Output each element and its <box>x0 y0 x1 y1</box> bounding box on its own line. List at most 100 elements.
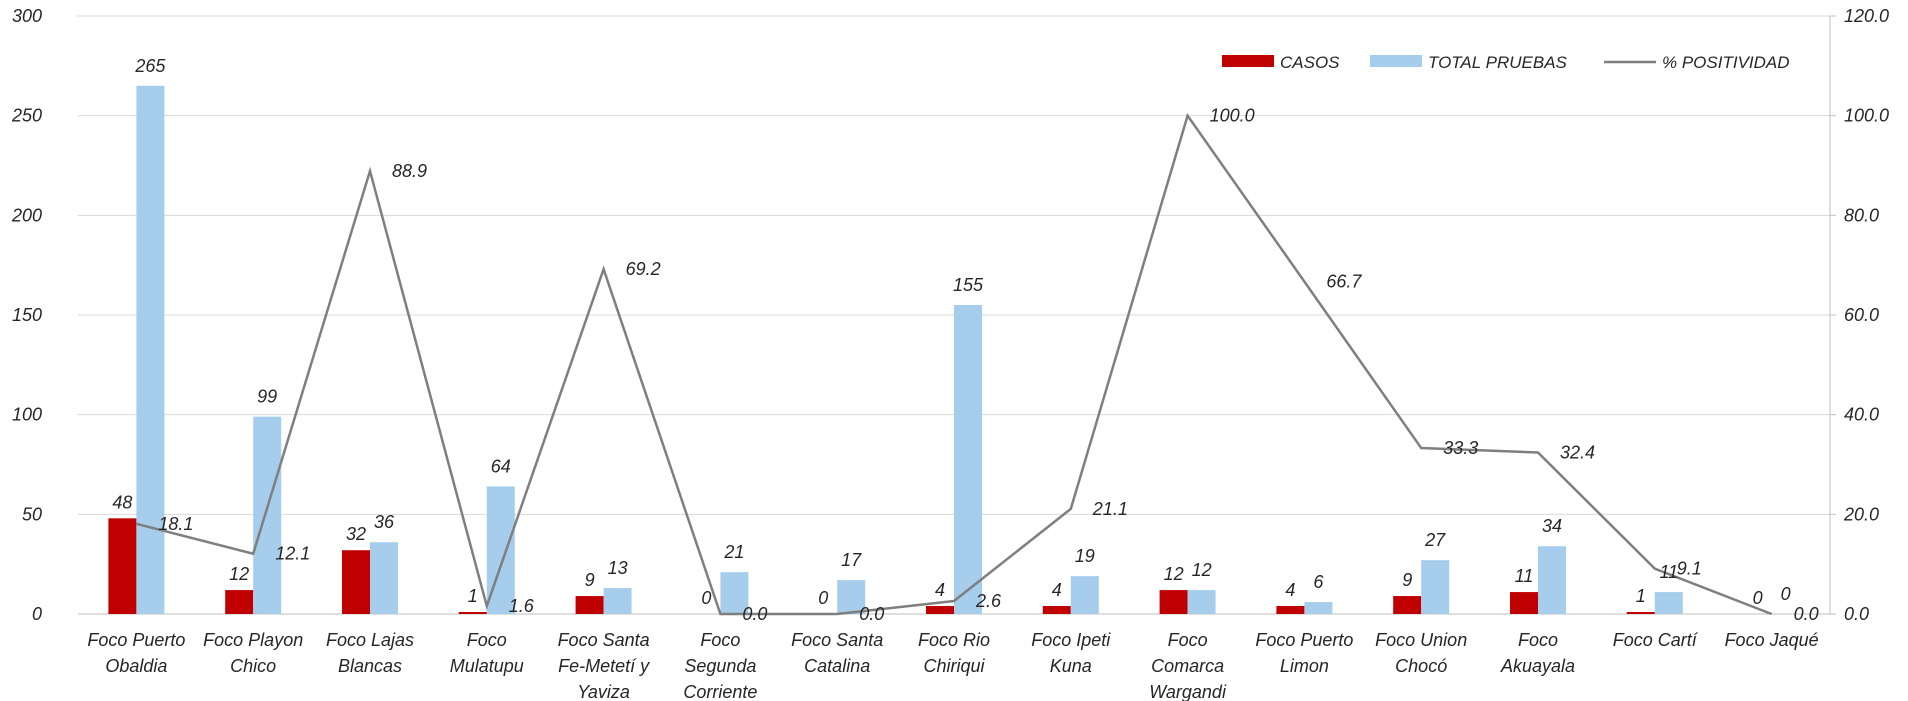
label-casos: 0 <box>701 588 711 608</box>
bar-casos <box>926 606 954 614</box>
category-label: Foco Santa Catalina <box>791 630 883 676</box>
label-total-pruebas: 0 <box>1781 584 1791 604</box>
label-positividad: 1.6 <box>509 596 535 616</box>
left-axis-tick: 200 <box>11 205 42 225</box>
category-label: Foco Segunda Corriente <box>683 630 757 701</box>
label-total-pruebas: 34 <box>1542 516 1562 536</box>
category-label: Foco Cartí <box>1613 630 1699 650</box>
label-positividad: 12.1 <box>275 544 310 564</box>
bar-casos <box>1159 590 1188 614</box>
label-total-pruebas: 12 <box>1192 560 1212 580</box>
bar-casos <box>1510 592 1538 614</box>
bar-casos <box>1276 606 1305 614</box>
category-label-line: Chocó <box>1395 656 1447 676</box>
category-label-line: Foco Union <box>1375 630 1467 650</box>
category-label-line: Foco Ipeti <box>1031 630 1111 650</box>
bar-casos <box>108 518 137 614</box>
category-label-line: Foco Rio <box>918 630 990 650</box>
category-label-line: Limon <box>1280 656 1329 676</box>
category-label-line: Comarca <box>1151 656 1224 676</box>
right-axis-tick: 100.0 <box>1844 106 1889 126</box>
bar-total-pruebas <box>1187 590 1216 614</box>
category-label-line: Corriente <box>683 682 757 701</box>
bar-casos <box>1626 612 1655 614</box>
category-label-line: Chiriqui <box>923 656 985 676</box>
label-positividad: 0.0 <box>742 604 767 624</box>
label-casos: 11 <box>1515 566 1534 586</box>
category-label: Foco Mulatupu <box>450 630 524 676</box>
category-label: Foco Comarca Wargandi <box>1149 630 1227 701</box>
category-label-line: Foco Santa <box>558 630 650 650</box>
left-axis-ticks: 0 50 100 150 200 250 300 <box>11 6 42 624</box>
category-label-line: Obaldia <box>105 656 167 676</box>
left-axis-tick: 50 <box>22 504 42 524</box>
category-label: Foco Rio Chiriqui <box>918 630 990 676</box>
left-axis-tick: 0 <box>32 604 42 624</box>
label-casos: 9 <box>1402 570 1412 590</box>
right-axis-tick: 0.0 <box>1844 604 1869 624</box>
right-axis-tick: 80.0 <box>1844 205 1879 225</box>
label-positividad: 0.0 <box>1794 604 1819 624</box>
label-total-pruebas: 265 <box>134 56 166 76</box>
bar-total-pruebas <box>1070 576 1099 614</box>
category-label-line: Blancas <box>338 656 402 676</box>
right-axis-tick: 20.0 <box>1843 504 1879 524</box>
label-total-pruebas: 64 <box>491 456 511 476</box>
category-label-line: Foco Puerto <box>1255 630 1353 650</box>
category-label-line: Foco <box>1168 630 1208 650</box>
label-casos: 1 <box>1636 586 1646 606</box>
bar-total-pruebas <box>136 85 165 615</box>
bar-total-pruebas <box>837 580 866 614</box>
category-label-line: Fe-Metetí y <box>558 656 650 676</box>
bar-total-pruebas <box>954 305 982 614</box>
bar-casos <box>1042 606 1071 614</box>
label-total-pruebas: 27 <box>1424 530 1446 550</box>
bar-series <box>108 85 1683 615</box>
label-total-pruebas: 13 <box>608 558 628 578</box>
category-label-line: Chico <box>230 656 276 676</box>
category-label-line: Yaviza <box>577 682 630 701</box>
label-casos: 4 <box>935 580 945 600</box>
label-positividad: 33.3 <box>1443 438 1478 458</box>
bar-casos <box>342 550 370 614</box>
category-label-line: Foco <box>1518 630 1558 650</box>
legend-label-total-pruebas: TOTAL PRUEBAS <box>1428 53 1568 72</box>
category-label-line: Foco Santa <box>791 630 883 650</box>
right-axis-tick: 60.0 <box>1844 305 1879 325</box>
legend: CASOS TOTAL PRUEBAS % POSITIVIDAD <box>1222 53 1790 72</box>
label-casos: 0 <box>818 588 828 608</box>
category-label: Foco Jaqué <box>1725 630 1819 650</box>
category-label-line: Kuna <box>1050 656 1092 676</box>
category-label: Foco Puerto Obaldia <box>87 630 185 676</box>
category-label: Foco Akuayala <box>1500 630 1575 676</box>
category-label: Foco Lajas Blancas <box>326 630 414 676</box>
label-total-pruebas: 99 <box>257 387 277 407</box>
label-total-pruebas: 19 <box>1075 546 1095 566</box>
bar-total-pruebas <box>253 416 282 614</box>
category-label: Foco Playon Chico <box>203 630 303 676</box>
category-label-line: Foco Playon <box>203 630 303 650</box>
category-label-line: Foco Puerto <box>87 630 185 650</box>
legend-swatch-total-pruebas <box>1370 55 1422 67</box>
line-series <box>136 112 1773 616</box>
category-label-line: Wargandi <box>1149 682 1227 701</box>
label-positividad: 9.1 <box>1677 559 1702 579</box>
left-axis-tick: 150 <box>12 305 42 325</box>
label-positividad: 2.6 <box>975 591 1002 611</box>
category-label-line: Foco Cartí <box>1613 630 1699 650</box>
label-casos: 12 <box>229 564 249 584</box>
right-axis-tick: 40.0 <box>1844 405 1879 425</box>
category-label-line: Foco <box>467 630 507 650</box>
label-positividad: 0.0 <box>859 604 884 624</box>
bar-total-pruebas <box>720 572 749 614</box>
category-label-line: Akuayala <box>1500 656 1575 676</box>
left-axis-tick: 300 <box>12 6 42 26</box>
bar-total-pruebas <box>370 542 398 614</box>
label-positividad: 100.0 <box>1210 106 1255 126</box>
bar-total-pruebas <box>1421 560 1450 614</box>
label-positividad: 18.1 <box>158 514 193 534</box>
label-positividad: 21.1 <box>1092 499 1128 519</box>
right-axis-tick: 120.0 <box>1844 6 1889 26</box>
category-label: Foco Ipeti Kuna <box>1031 630 1111 676</box>
